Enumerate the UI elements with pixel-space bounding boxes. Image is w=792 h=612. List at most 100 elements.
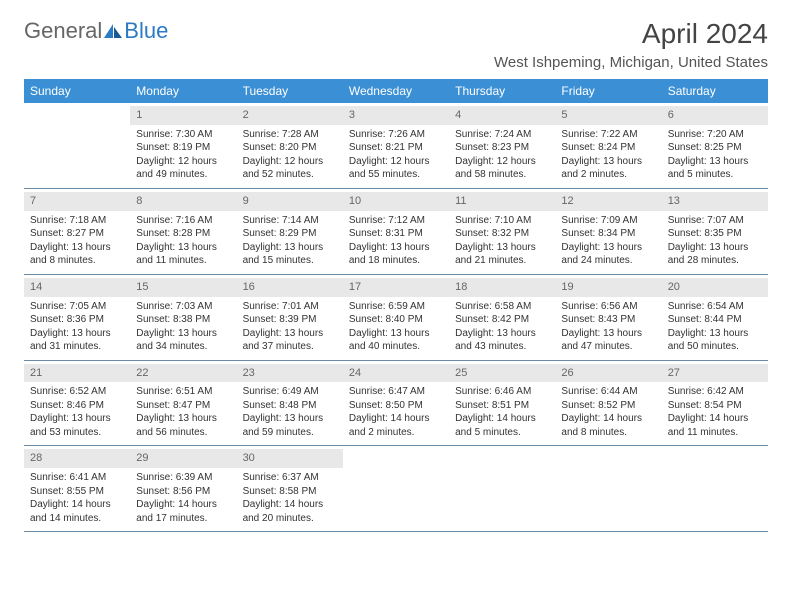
daylight-line2: and 56 minutes. [136, 426, 230, 440]
sunrise-text: Sunrise: 7:22 AM [561, 128, 655, 142]
daylight-line2: and 15 minutes. [243, 254, 337, 268]
daylight-line2: and 8 minutes. [561, 426, 655, 440]
sunset-text: Sunset: 8:55 PM [30, 485, 124, 499]
day-header-row: SundayMondayTuesdayWednesdayThursdayFrid… [24, 79, 768, 103]
daylight-line1: Daylight: 13 hours [136, 412, 230, 426]
day-cell: 14Sunrise: 7:05 AMSunset: 8:36 PMDayligh… [24, 275, 130, 360]
sunrise-text: Sunrise: 7:26 AM [349, 128, 443, 142]
day-number: 15 [130, 278, 236, 297]
sunset-text: Sunset: 8:29 PM [243, 227, 337, 241]
sail-icon [104, 24, 122, 38]
daylight-line1: Daylight: 13 hours [349, 241, 443, 255]
sunset-text: Sunset: 8:28 PM [136, 227, 230, 241]
day-cell: 27Sunrise: 6:42 AMSunset: 8:54 PMDayligh… [662, 361, 768, 446]
week-row: 28Sunrise: 6:41 AMSunset: 8:55 PMDayligh… [24, 446, 768, 532]
sunset-text: Sunset: 8:58 PM [243, 485, 337, 499]
day-number [449, 449, 555, 453]
day-number: 1 [130, 106, 236, 125]
day-number: 5 [555, 106, 661, 125]
day-cell: 11Sunrise: 7:10 AMSunset: 8:32 PMDayligh… [449, 189, 555, 274]
daylight-line2: and 59 minutes. [243, 426, 337, 440]
day-cell: 25Sunrise: 6:46 AMSunset: 8:51 PMDayligh… [449, 361, 555, 446]
sunrise-text: Sunrise: 7:28 AM [243, 128, 337, 142]
daylight-line2: and 52 minutes. [243, 168, 337, 182]
day-cell: 6Sunrise: 7:20 AMSunset: 8:25 PMDaylight… [662, 103, 768, 188]
logo: General Blue [24, 18, 168, 44]
daylight-line2: and 11 minutes. [136, 254, 230, 268]
sunrise-text: Sunrise: 7:05 AM [30, 300, 124, 314]
sunset-text: Sunset: 8:52 PM [561, 399, 655, 413]
daylight-line2: and 34 minutes. [136, 340, 230, 354]
day-cell: 10Sunrise: 7:12 AMSunset: 8:31 PMDayligh… [343, 189, 449, 274]
day-number: 22 [130, 364, 236, 383]
day-cell: 30Sunrise: 6:37 AMSunset: 8:58 PMDayligh… [237, 446, 343, 531]
daylight-line2: and 8 minutes. [30, 254, 124, 268]
daylight-line1: Daylight: 13 hours [136, 327, 230, 341]
sunrise-text: Sunrise: 6:59 AM [349, 300, 443, 314]
sunrise-text: Sunrise: 6:52 AM [30, 385, 124, 399]
day-cell: 21Sunrise: 6:52 AMSunset: 8:46 PMDayligh… [24, 361, 130, 446]
day-cell: 1Sunrise: 7:30 AMSunset: 8:19 PMDaylight… [130, 103, 236, 188]
header: General Blue April 2024 West Ishpeming, … [24, 18, 768, 71]
day-number [555, 449, 661, 453]
sunrise-text: Sunrise: 6:51 AM [136, 385, 230, 399]
daylight-line1: Daylight: 14 hours [668, 412, 762, 426]
sunset-text: Sunset: 8:46 PM [30, 399, 124, 413]
day-cell: 5Sunrise: 7:22 AMSunset: 8:24 PMDaylight… [555, 103, 661, 188]
daylight-line2: and 5 minutes. [455, 426, 549, 440]
daylight-line2: and 43 minutes. [455, 340, 549, 354]
day-number: 18 [449, 278, 555, 297]
sunset-text: Sunset: 8:20 PM [243, 141, 337, 155]
day-number: 28 [24, 449, 130, 468]
sunrise-text: Sunrise: 6:56 AM [561, 300, 655, 314]
day-number: 20 [662, 278, 768, 297]
sunset-text: Sunset: 8:27 PM [30, 227, 124, 241]
sunset-text: Sunset: 8:35 PM [668, 227, 762, 241]
sunrise-text: Sunrise: 6:44 AM [561, 385, 655, 399]
daylight-line1: Daylight: 13 hours [30, 412, 124, 426]
calendar: SundayMondayTuesdayWednesdayThursdayFrid… [24, 79, 768, 532]
day-number: 30 [237, 449, 343, 468]
sunrise-text: Sunrise: 7:18 AM [30, 214, 124, 228]
day-number: 19 [555, 278, 661, 297]
day-number: 4 [449, 106, 555, 125]
day-number: 16 [237, 278, 343, 297]
day-cell: 15Sunrise: 7:03 AMSunset: 8:38 PMDayligh… [130, 275, 236, 360]
daylight-line1: Daylight: 12 hours [243, 155, 337, 169]
sunrise-text: Sunrise: 7:01 AM [243, 300, 337, 314]
day-header: Saturday [662, 79, 768, 103]
day-number [662, 449, 768, 453]
sunset-text: Sunset: 8:56 PM [136, 485, 230, 499]
day-cell: 23Sunrise: 6:49 AMSunset: 8:48 PMDayligh… [237, 361, 343, 446]
sunrise-text: Sunrise: 7:09 AM [561, 214, 655, 228]
day-number: 8 [130, 192, 236, 211]
daylight-line1: Daylight: 13 hours [243, 327, 337, 341]
day-number: 13 [662, 192, 768, 211]
sunset-text: Sunset: 8:40 PM [349, 313, 443, 327]
sunrise-text: Sunrise: 6:37 AM [243, 471, 337, 485]
day-number: 29 [130, 449, 236, 468]
logo-text-2: Blue [124, 18, 168, 44]
day-number: 14 [24, 278, 130, 297]
day-cell: 24Sunrise: 6:47 AMSunset: 8:50 PMDayligh… [343, 361, 449, 446]
daylight-line2: and 18 minutes. [349, 254, 443, 268]
daylight-line1: Daylight: 13 hours [561, 155, 655, 169]
day-number: 27 [662, 364, 768, 383]
day-number: 6 [662, 106, 768, 125]
daylight-line2: and 37 minutes. [243, 340, 337, 354]
sunset-text: Sunset: 8:31 PM [349, 227, 443, 241]
day-cell [555, 446, 661, 531]
sunrise-text: Sunrise: 6:41 AM [30, 471, 124, 485]
week-row: 21Sunrise: 6:52 AMSunset: 8:46 PMDayligh… [24, 361, 768, 447]
day-cell: 7Sunrise: 7:18 AMSunset: 8:27 PMDaylight… [24, 189, 130, 274]
daylight-line2: and 58 minutes. [455, 168, 549, 182]
daylight-line1: Daylight: 12 hours [455, 155, 549, 169]
sunrise-text: Sunrise: 7:14 AM [243, 214, 337, 228]
title-block: April 2024 West Ishpeming, Michigan, Uni… [494, 18, 768, 71]
daylight-line2: and 40 minutes. [349, 340, 443, 354]
sunrise-text: Sunrise: 7:12 AM [349, 214, 443, 228]
sunrise-text: Sunrise: 7:03 AM [136, 300, 230, 314]
sunrise-text: Sunrise: 7:24 AM [455, 128, 549, 142]
daylight-line2: and 49 minutes. [136, 168, 230, 182]
day-number [24, 106, 130, 110]
